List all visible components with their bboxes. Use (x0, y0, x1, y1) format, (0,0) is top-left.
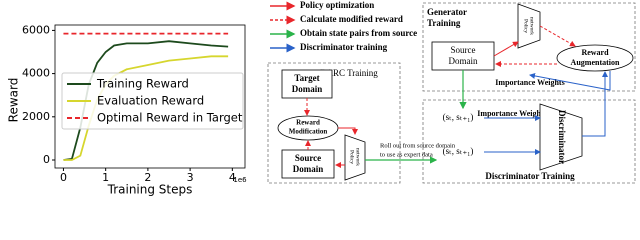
x-axis-label: Training Steps (107, 183, 193, 197)
arrow (582, 71, 608, 137)
darc-region (267, 62, 401, 184)
generator-region (422, 2, 636, 92)
legend-text: Discriminator training (300, 42, 388, 52)
y-tick-label: 6000 (22, 23, 50, 36)
node-label: Augmentation (571, 58, 620, 67)
legend-box (61, 72, 244, 130)
node-label: Target (294, 73, 319, 83)
region-title: DARC Training (320, 68, 378, 78)
discriminator-trapezoid (539, 103, 583, 171)
node-label: network (355, 148, 361, 166)
y-axis-label: Reward (7, 78, 21, 123)
x-tick-label: 3 (187, 171, 194, 184)
arrow (529, 71, 611, 91)
y-tick-label: 4000 (22, 67, 50, 80)
source-box (431, 41, 495, 71)
legend-text: Policy optimization (300, 0, 374, 10)
node-label: Source (295, 153, 321, 163)
figure: Reward Training Steps 1e6 0 2000 4000 6000 0… (7, 0, 636, 197)
y-tick-label: 0 (43, 153, 50, 166)
x-tick-label: 0 (60, 171, 67, 184)
arrow (493, 41, 519, 57)
legend-text: Obtain state pairs from source (300, 28, 417, 38)
node-label: network (529, 17, 535, 35)
node-label: Policy (523, 19, 529, 33)
x-tick-label: 4 (229, 171, 236, 184)
arrow (338, 127, 358, 135)
y-tick-label: 2000 (22, 110, 50, 123)
reward-chart: Reward Training Steps 1e6 0 2000 4000 6000 0… (7, 23, 248, 196)
node-label: Domain (292, 84, 323, 94)
region-title: Discriminator Training (485, 171, 575, 181)
node-label: Source (451, 45, 476, 55)
node-label: Reward (296, 119, 320, 127)
node-label: Modification (289, 128, 328, 136)
legend-label: Evaluation Reward (97, 94, 204, 108)
legend-label: Training Reward (96, 77, 189, 91)
region-title: Training (427, 18, 461, 28)
target-box (281, 69, 333, 99)
note: Roll out from source domain (380, 142, 456, 149)
x-tick-label: 1 (102, 171, 109, 184)
node-label: Domain (293, 164, 324, 174)
discriminator-region (422, 99, 636, 184)
x-scale-label: 1e6 (233, 176, 247, 184)
policy-trapezoid (517, 3, 541, 49)
node-label: Discriminator (557, 110, 567, 164)
region-title: Generator (427, 7, 467, 17)
legend-text: Calculate modified reward (300, 14, 403, 24)
edge-label: Importance Weights (495, 78, 564, 87)
node-label: Domain (449, 56, 478, 66)
plot-frame (54, 24, 246, 169)
diagram: Policy optimization Calculate modified r… (267, 0, 636, 184)
legend-label: Optimal Reward in Target (97, 111, 243, 125)
source-box (281, 149, 335, 179)
state-pair: (sₜ, sₜ₊₁) (443, 112, 474, 122)
state-pair: (sₜ, sₜ₊₁) (443, 146, 474, 156)
node-label: Policy (349, 150, 355, 164)
note: to use as expert data (380, 151, 433, 158)
node-label: Reward (581, 48, 609, 57)
page: {"chart_data": {"type": "line", "y_label… (6, 0, 636, 197)
x-tick-label: 2 (144, 171, 151, 184)
edge-label: Importance Weights (477, 109, 546, 118)
arrow (539, 25, 576, 47)
reward-aug-ellipse (556, 44, 634, 72)
